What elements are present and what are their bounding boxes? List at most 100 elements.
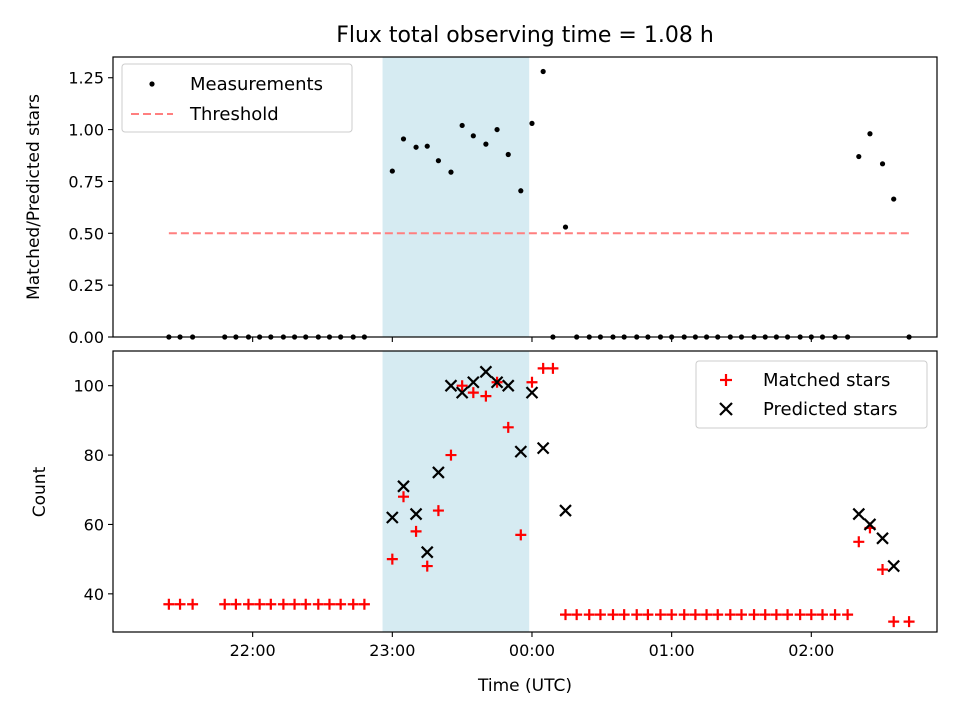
measurement-point bbox=[540, 68, 546, 75]
matched-star-point bbox=[347, 598, 359, 610]
measurement-point bbox=[483, 141, 489, 147]
matched-star-point bbox=[358, 598, 370, 610]
matched-star-point bbox=[289, 598, 301, 610]
x-tick-label: 02:00 bbox=[788, 641, 834, 660]
matched-star-point bbox=[265, 598, 277, 610]
matched-star-point bbox=[748, 609, 760, 621]
predicted-star-point bbox=[455, 386, 469, 399]
measurement-point bbox=[867, 131, 873, 137]
y-tick-label: 100 bbox=[73, 377, 104, 396]
x-tick-label: 00:00 bbox=[509, 641, 555, 660]
matched-star-point bbox=[277, 598, 289, 610]
matched-star-point bbox=[456, 380, 468, 392]
measurement-point bbox=[494, 126, 500, 133]
x-tick-label: 23:00 bbox=[369, 641, 415, 660]
predicted-star-point bbox=[852, 507, 866, 521]
ratio-legend-box bbox=[121, 63, 353, 133]
matched-star-point bbox=[571, 609, 583, 621]
matched-star-point bbox=[432, 505, 444, 517]
y-tick-label: 80 bbox=[84, 446, 104, 465]
measurement-point bbox=[856, 153, 862, 160]
matched-star-point bbox=[805, 609, 817, 621]
matched-star-point bbox=[654, 609, 666, 621]
y-tick-label: 0.50 bbox=[68, 224, 104, 243]
measurement-point bbox=[389, 168, 395, 174]
matched-star-point bbox=[547, 362, 559, 374]
matched-star-point bbox=[163, 598, 175, 610]
matched-star-point bbox=[187, 598, 199, 610]
y-tick-label: 1.00 bbox=[68, 121, 104, 140]
ratio-panel: 0.00 0.25 0.50 0.75 1.00 1.25 Matched/Predict… bbox=[24, 56, 938, 347]
measurement-point bbox=[529, 120, 535, 126]
measurement-point bbox=[562, 224, 569, 230]
predicted-star-point bbox=[887, 559, 900, 573]
observing-span-top bbox=[382, 57, 530, 337]
ratio-panel-frame bbox=[112, 56, 938, 338]
matched-star-point bbox=[323, 598, 335, 610]
matched-star-point bbox=[219, 598, 231, 610]
legend-matched-marker bbox=[720, 374, 732, 386]
y-tick-label: 60 bbox=[84, 515, 104, 534]
predicted-star-point bbox=[559, 504, 572, 517]
predicted-star-point bbox=[876, 532, 889, 545]
matched-star-point bbox=[607, 609, 619, 621]
measurement-point bbox=[518, 188, 524, 194]
predicted-star-point bbox=[863, 518, 877, 531]
matched-star-point bbox=[853, 536, 865, 548]
y-tick-label: 0.25 bbox=[68, 276, 104, 295]
measurement-point bbox=[505, 151, 511, 158]
matched-star-point bbox=[174, 598, 186, 610]
y-tick-label: 40 bbox=[84, 585, 104, 604]
matched-star-point bbox=[794, 609, 806, 621]
matched-star-point bbox=[526, 376, 538, 388]
matched-star-point bbox=[242, 598, 254, 610]
matched-star-point bbox=[386, 553, 398, 565]
matched-star-point bbox=[618, 609, 630, 621]
predicted-star-point bbox=[386, 511, 399, 524]
x-tick-label: 22:00 bbox=[230, 641, 276, 660]
measurement-point bbox=[435, 158, 442, 164]
x-tick-label: 01:00 bbox=[649, 641, 695, 660]
matched-star-point bbox=[770, 609, 782, 621]
legend-measurements-label: Measurements bbox=[190, 74, 323, 95]
count-panel-frame bbox=[112, 350, 938, 633]
matched-star-point bbox=[560, 609, 572, 621]
measurement-point bbox=[413, 144, 419, 150]
predicted-star-point bbox=[514, 445, 528, 458]
matched-star-point bbox=[480, 390, 492, 402]
matched-star-point bbox=[842, 609, 854, 621]
matched-star-point bbox=[230, 598, 242, 610]
matched-star-point bbox=[335, 598, 347, 610]
predicted-star-point bbox=[397, 480, 410, 493]
measurement-point bbox=[448, 169, 454, 175]
matched-star-point bbox=[724, 609, 736, 621]
matched-star-point bbox=[666, 609, 678, 621]
count-y-axis-label: Count bbox=[30, 466, 50, 517]
predicted-star-point bbox=[432, 466, 445, 479]
matched-star-point bbox=[631, 609, 643, 621]
matched-star-point bbox=[312, 598, 324, 610]
matched-star-point bbox=[254, 598, 266, 610]
chart-title: Flux total observing time = 1.08 h bbox=[336, 23, 714, 48]
matched-star-point bbox=[735, 609, 747, 621]
legend-measurements-marker bbox=[149, 81, 155, 87]
matched-star-point bbox=[397, 491, 409, 503]
matched-star-point bbox=[877, 564, 889, 576]
predicted-star-point bbox=[409, 507, 423, 521]
measurement-point bbox=[400, 136, 407, 142]
matched-star-point bbox=[642, 609, 654, 621]
predicted-star-point bbox=[444, 379, 458, 392]
matched-star-point bbox=[594, 609, 606, 621]
y-tick-label: 0.00 bbox=[68, 328, 104, 347]
matched-star-point bbox=[502, 421, 514, 433]
matched-star-point bbox=[888, 616, 900, 628]
measurement-point bbox=[424, 143, 430, 149]
count-legend: Matched stars Predicted stars bbox=[695, 360, 928, 429]
matched-star-point bbox=[782, 609, 794, 621]
predicted-star-point bbox=[490, 375, 504, 389]
matched-star-point bbox=[515, 529, 527, 541]
predicted-star-point bbox=[536, 441, 550, 455]
y-tick-label: 1.25 bbox=[68, 69, 104, 88]
y-tick-label: 0.75 bbox=[68, 172, 104, 191]
